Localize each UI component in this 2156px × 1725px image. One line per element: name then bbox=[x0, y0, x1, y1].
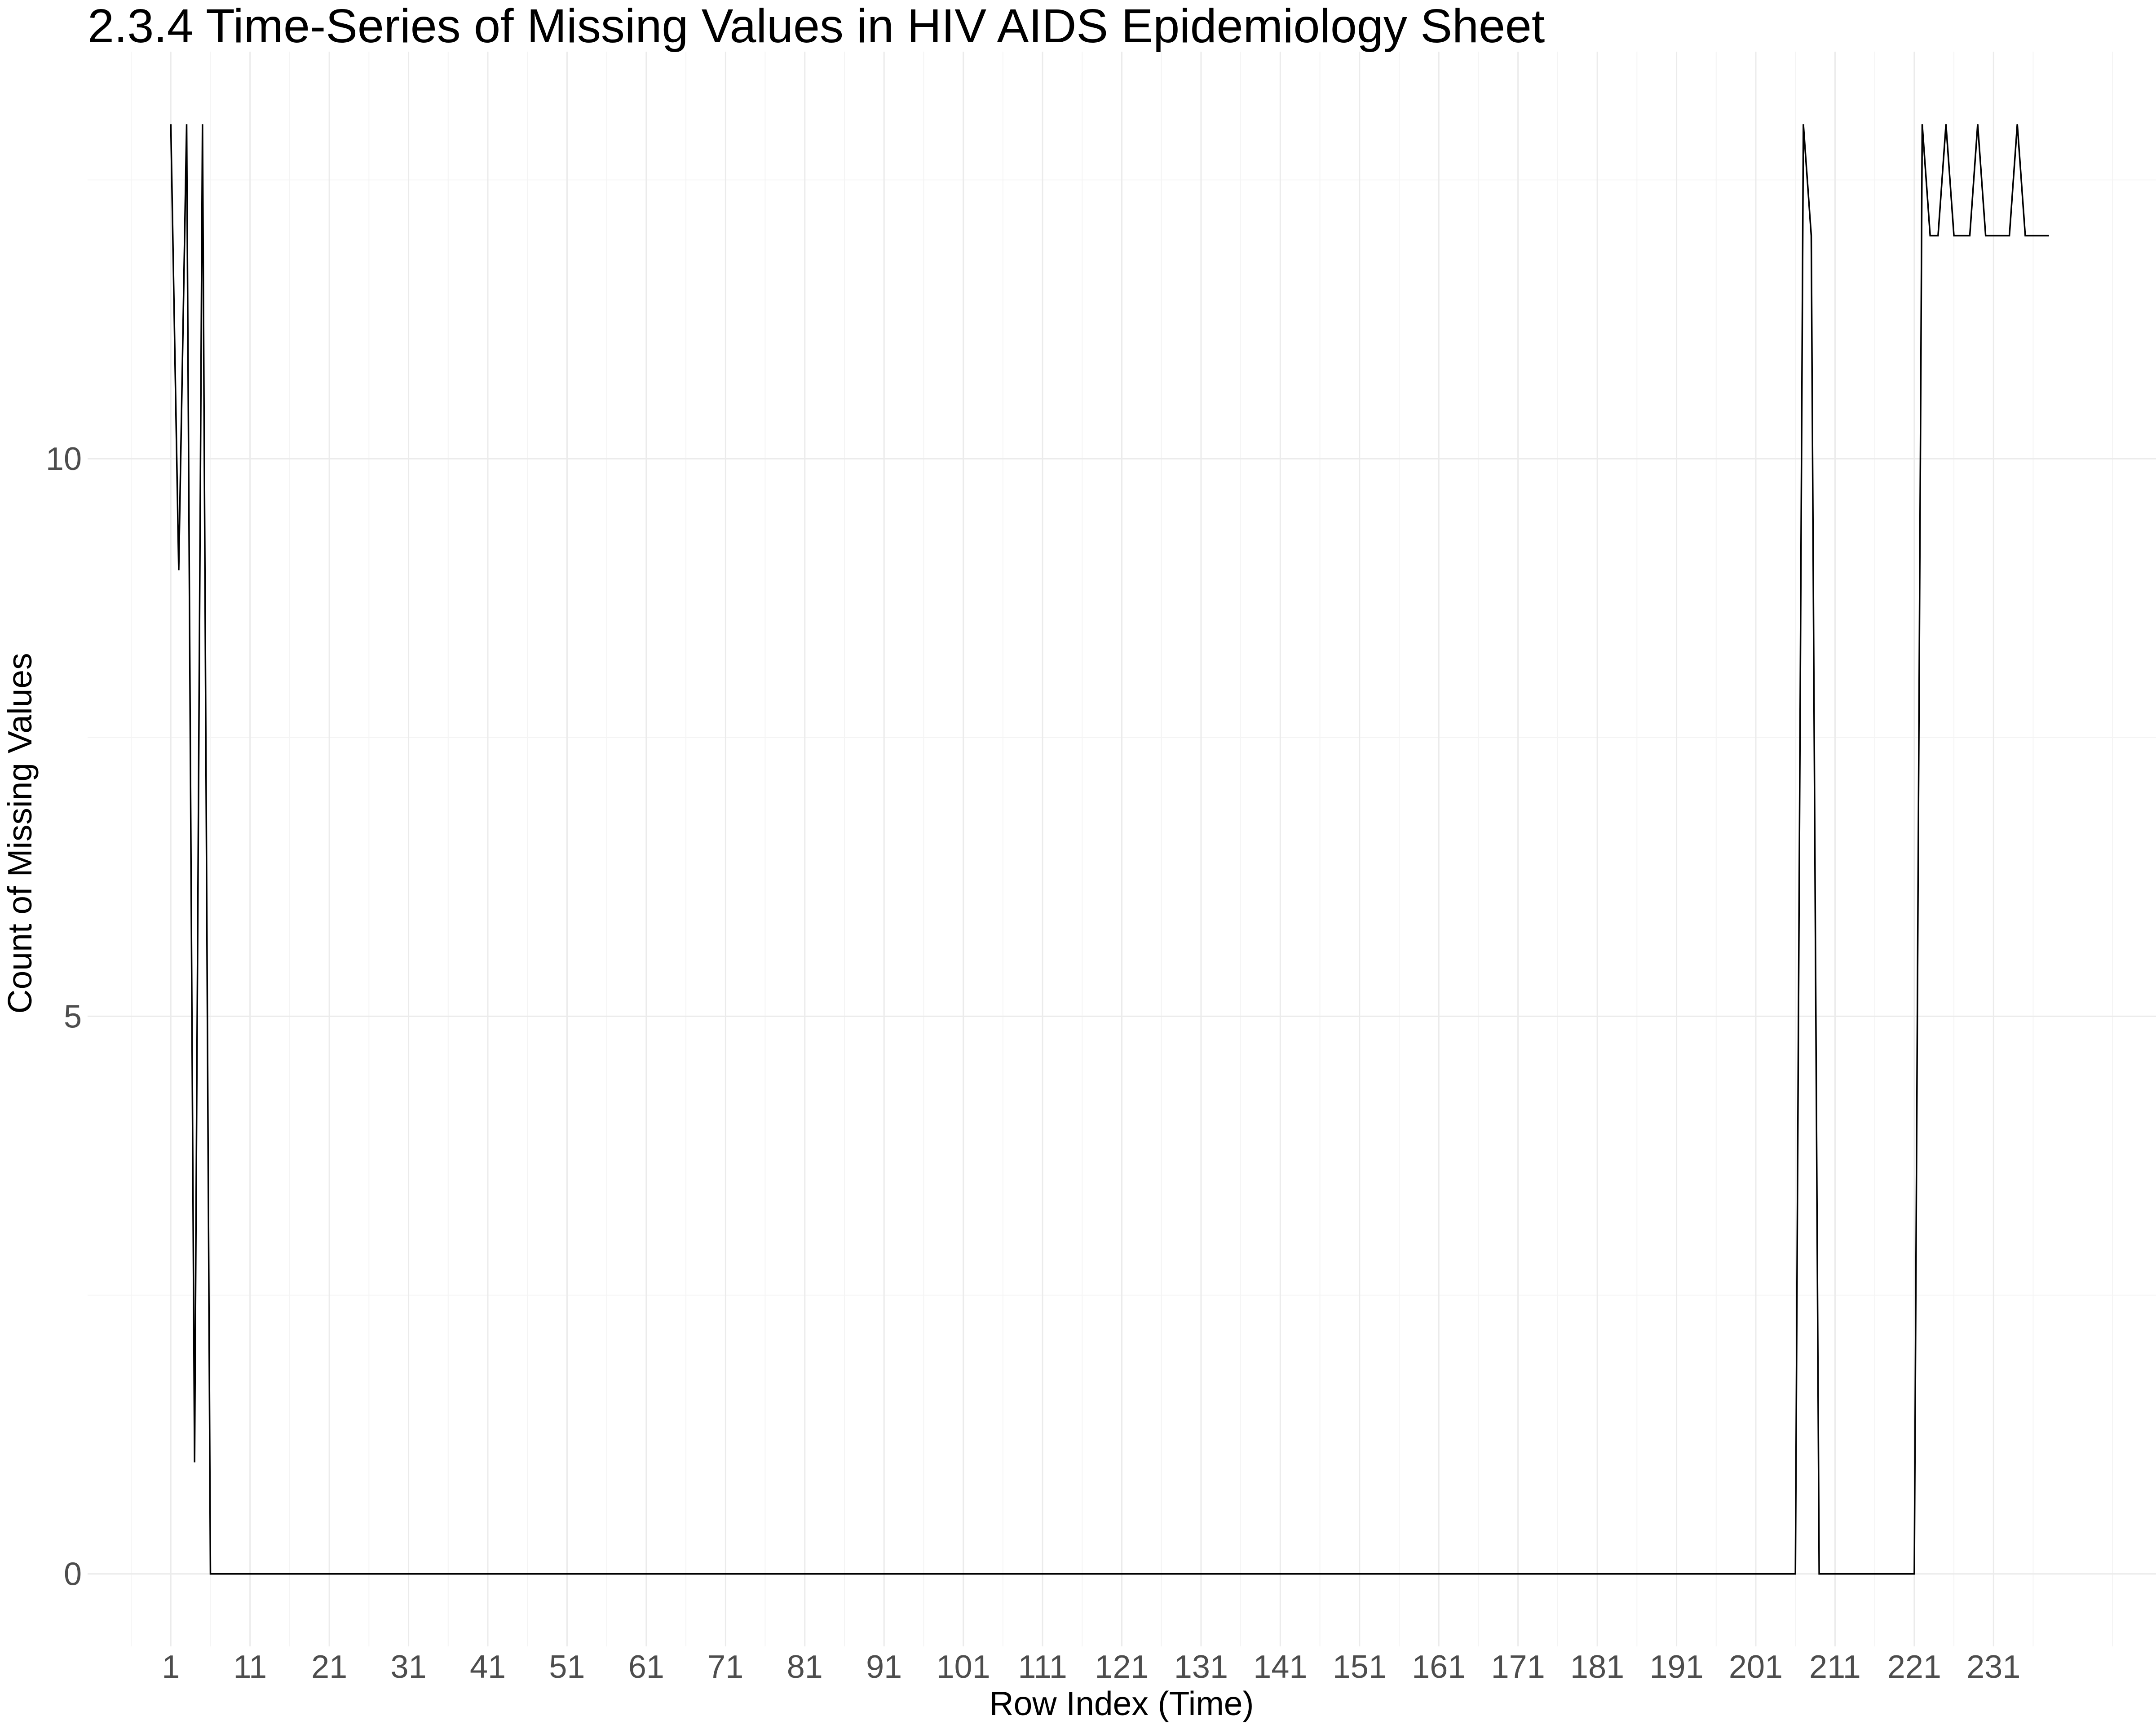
x-tick-label: 31 bbox=[391, 1649, 427, 1685]
data-series bbox=[170, 124, 2049, 1575]
chart-title: 2.3.4 Time-Series of Missing Values in H… bbox=[88, 0, 1545, 53]
x-tick-label: 121 bbox=[1095, 1649, 1149, 1685]
x-axis-title: Row Index (Time) bbox=[989, 1685, 1254, 1722]
x-tick-label: 81 bbox=[787, 1649, 823, 1685]
x-tick-label: 101 bbox=[937, 1649, 990, 1685]
x-tick-label: 11 bbox=[233, 1649, 267, 1685]
x-tick-label: 91 bbox=[866, 1649, 902, 1685]
y-axis-title: Count of Missing Values bbox=[1, 653, 39, 1013]
x-tick-label: 1 bbox=[162, 1649, 180, 1685]
x-tick-label: 181 bbox=[1570, 1649, 1624, 1685]
x-tick-label: 211 bbox=[1809, 1649, 1861, 1685]
series-line bbox=[170, 124, 2049, 1575]
x-tick-label: 221 bbox=[1887, 1649, 1941, 1685]
y-tick-label: 0 bbox=[64, 1557, 82, 1592]
x-tick-labels: 1 11 21 31 41 51 61 71 81 91 101 111 121 131 141 151 161… bbox=[162, 1649, 2020, 1685]
x-tick-label: 161 bbox=[1412, 1649, 1466, 1685]
x-tick-label: 41 bbox=[470, 1649, 506, 1685]
x-tick-label: 131 bbox=[1174, 1649, 1228, 1685]
y-tick-label: 10 bbox=[46, 441, 82, 477]
x-tick-label: 191 bbox=[1649, 1649, 1703, 1685]
grid-major bbox=[88, 52, 2156, 1646]
x-tick-label: 141 bbox=[1253, 1649, 1307, 1685]
y-tick-label: 5 bbox=[64, 999, 82, 1035]
x-tick-label: 201 bbox=[1729, 1649, 1783, 1685]
x-tick-label: 71 bbox=[707, 1649, 743, 1685]
x-tick-label: 111 bbox=[1018, 1649, 1067, 1685]
x-tick-label: 21 bbox=[311, 1649, 347, 1685]
x-tick-label: 151 bbox=[1333, 1649, 1387, 1685]
x-tick-label: 61 bbox=[628, 1649, 664, 1685]
x-tick-label: 51 bbox=[549, 1649, 585, 1685]
y-tick-labels: 0 5 10 bbox=[46, 441, 82, 1592]
x-tick-label: 171 bbox=[1491, 1649, 1545, 1685]
x-tick-label: 231 bbox=[1966, 1649, 2020, 1685]
